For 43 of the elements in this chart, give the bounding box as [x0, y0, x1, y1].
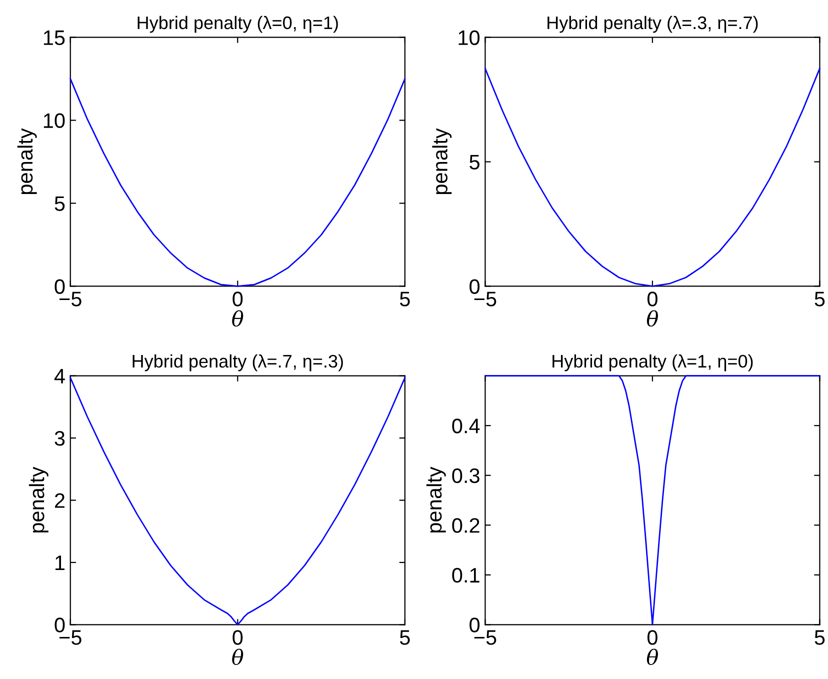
x-axis-title: θ: [232, 648, 244, 666]
y-tick-label: 5: [54, 196, 65, 212]
line-series: [484, 375, 820, 626]
y-tick-label: 4: [54, 369, 65, 384]
y-tick-label: 2: [54, 493, 64, 508]
y-tick-label: 0.3: [452, 468, 480, 484]
y-axis-title: penalty: [17, 128, 37, 194]
y-tick-label: 1: [56, 556, 65, 570]
x-tick-label: −5: [60, 292, 82, 306]
y-tick-label: 0: [470, 279, 480, 294]
x-tick-label: 0: [232, 292, 243, 306]
line-series: [70, 376, 406, 626]
x-tick-label: 5: [400, 630, 410, 645]
y-tick-label: 0: [54, 279, 65, 294]
x-axis-title: θ: [646, 310, 658, 327]
x-tick-label: 5: [400, 292, 410, 306]
x-tick-label: −5: [474, 630, 496, 645]
chart-title: Hybrid penalty (λ=1, η=0): [552, 354, 753, 372]
chart-title: Hybrid penalty (λ=0, η=1): [138, 16, 338, 33]
x-tick-label: −5: [474, 292, 496, 306]
chart-title: Hybrid penalty (λ=.3, η=.7): [548, 16, 758, 33]
y-axis-title: penalty: [432, 128, 452, 194]
x-axis-title: θ: [646, 648, 658, 666]
x-tick-label: 5: [814, 292, 825, 306]
y-tick-label: 15: [44, 30, 65, 46]
x-tick-label: 5: [814, 630, 825, 645]
y-tick-label: 10: [458, 30, 480, 46]
y-tick-label: 3: [54, 431, 65, 446]
y-axis-title: penalty: [426, 466, 446, 532]
y-tick-label: 0.1: [452, 568, 480, 583]
y-tick-label: 0.4: [452, 418, 480, 434]
y-tick-label: 0: [54, 618, 65, 632]
x-tick-label: −5: [60, 630, 82, 645]
y-tick-label: 5: [470, 154, 480, 170]
y-tick-label: 0: [470, 618, 480, 632]
y-tick-label: 10: [44, 113, 65, 128]
x-axis-title: θ: [232, 310, 244, 327]
x-tick-label: 0: [647, 630, 658, 645]
y-tick-label: 0.2: [452, 518, 480, 533]
y-axis-title: penalty: [28, 466, 48, 532]
x-tick-label: 0: [647, 292, 658, 306]
x-tick-label: 0: [232, 630, 243, 645]
chart-title: Hybrid penalty (λ=.7, η=.3): [132, 354, 343, 372]
